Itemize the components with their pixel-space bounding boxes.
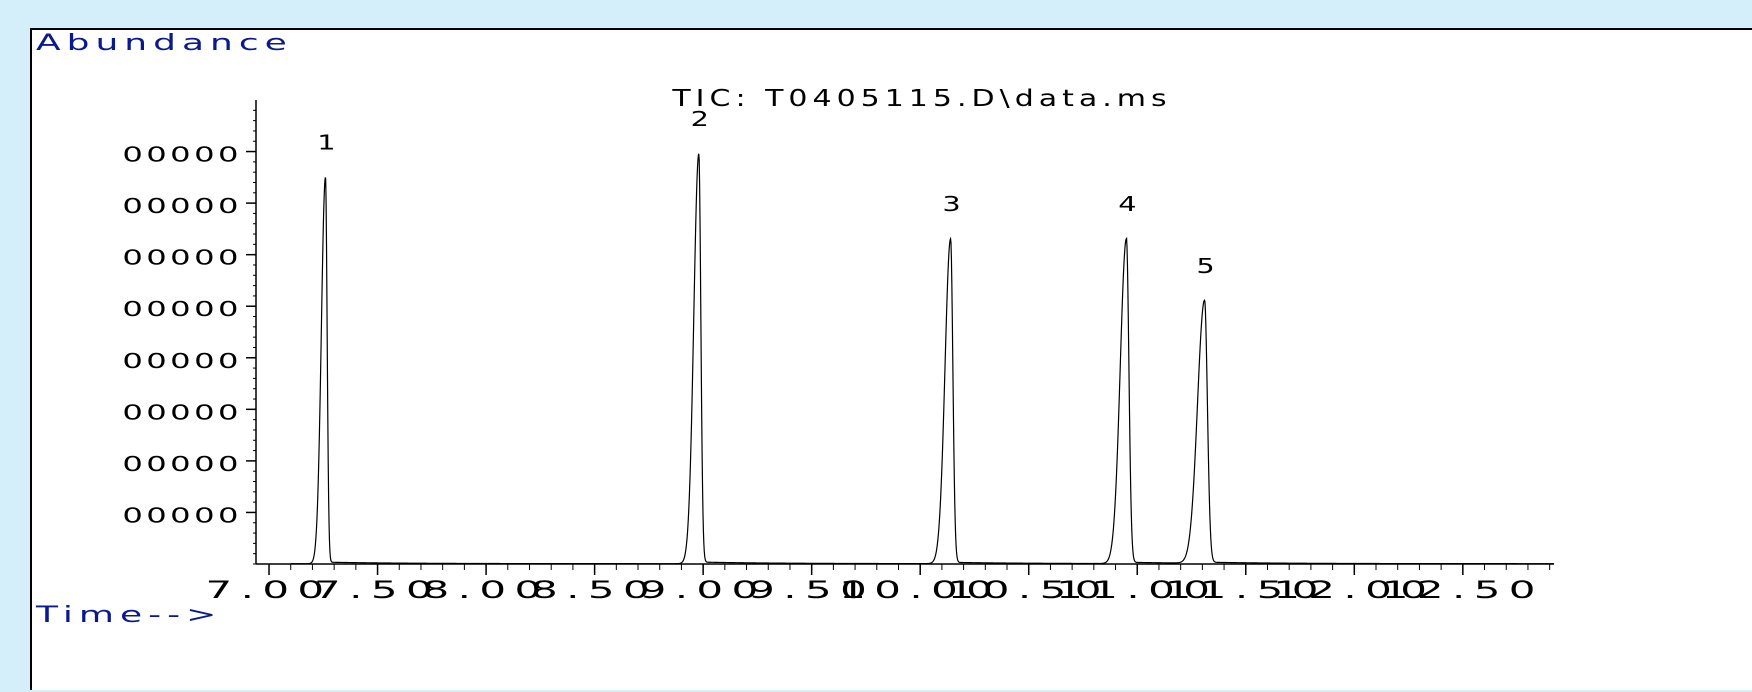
x-tick-label: 12.50 (1382, 576, 1544, 604)
x-tick-label: 10.50 (948, 576, 1110, 604)
peak-label: 3 (942, 192, 960, 216)
chart-title: TIC: T0405115.D\data.ms (671, 85, 1171, 112)
y-axis-label: Abundance (36, 30, 293, 56)
x-tick-label: 7.50 (314, 576, 441, 604)
chart-panel: Abundance TIC: T0405115.D\data.ms 00000 0… (30, 28, 1752, 690)
x-tick-label: 8.00 (423, 576, 550, 604)
y-tick-label: 00000 (122, 195, 242, 218)
x-tick-label: 8.50 (531, 576, 658, 604)
x-tick-label: 11.50 (1165, 576, 1327, 604)
tic-trace-line (290, 153, 1554, 565)
peak-labels: 1 2 3 4 5 (317, 107, 1214, 278)
y-tick-label: 00000 (122, 401, 242, 424)
x-tick-label: 10.00 (839, 576, 1001, 604)
y-tick-label: 00000 (122, 453, 242, 476)
tic-trace (290, 153, 1554, 565)
y-tick-label: 00000 (122, 247, 242, 270)
x-tick-label: 7.00 (205, 576, 332, 604)
x-ticks: 7.007.508.008.509.009.5010.0010.5011.001… (205, 564, 1551, 604)
y-tick-label: 00000 (122, 298, 242, 321)
peak-label: 4 (1118, 192, 1136, 216)
x-axis-label: Time--> (36, 602, 223, 628)
x-tick-label: 9.00 (640, 576, 767, 604)
y-tick-label: 00000 (122, 144, 242, 167)
y-tick-label: 00000 (122, 504, 242, 527)
x-tick-label: 9.50 (748, 576, 875, 604)
y-tick-label: 00000 (122, 350, 242, 373)
chromatogram-chart: TIC: T0405115.D\data.ms 0000000000000000… (122, 85, 1554, 604)
x-tick-label: 11.00 (1056, 576, 1218, 604)
x-tick-label: 12.00 (1273, 576, 1435, 604)
peak-label: 1 (317, 131, 335, 155)
axes (255, 100, 1554, 565)
peak-label: 5 (1196, 254, 1214, 278)
peak-label: 2 (691, 107, 709, 131)
y-ticks: 00000 00000 00000 00000 00000 00000 00000 00000 (122, 109, 256, 565)
